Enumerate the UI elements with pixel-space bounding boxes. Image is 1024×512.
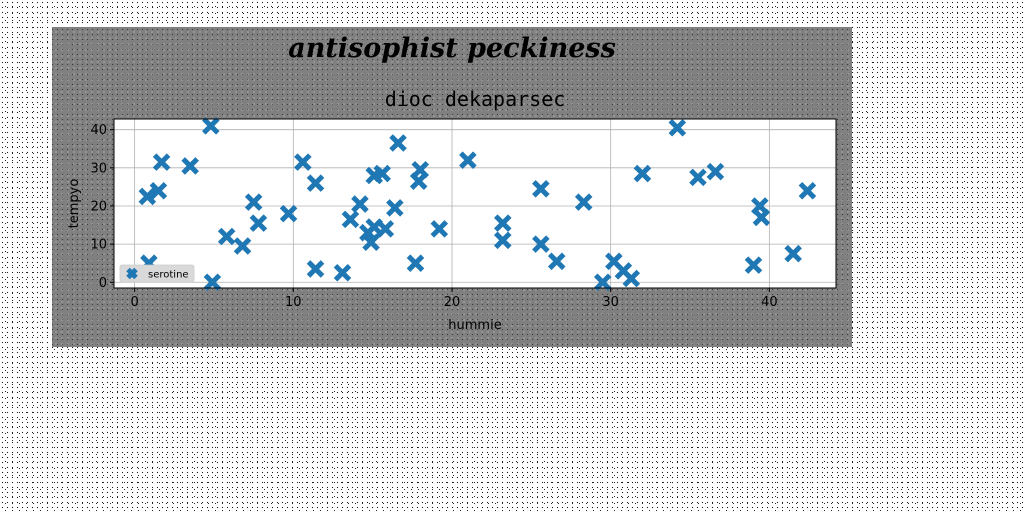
y-tick-label: 20 [90,199,107,214]
data-point [341,210,360,229]
data-point [784,244,802,263]
data-point [406,254,425,272]
data-point [633,164,652,183]
data-point [706,162,725,181]
x-tick-label: 40 [761,295,778,310]
data-point [574,193,593,211]
data-point [798,181,817,200]
y-tick-label: 0 [99,276,107,291]
data-point [202,117,220,135]
data-point [233,237,252,255]
axes-frame [113,118,837,289]
data-point [333,263,352,282]
data-point [547,252,566,271]
x-tick-label: 10 [285,295,302,310]
data-point [249,214,268,232]
x-axis-label: hummie [448,318,501,333]
x-tick-label: 20 [444,295,461,310]
data-point [138,187,157,206]
data-point [351,195,369,213]
figure-panel: antisophist peckiness dioc dekaparsec 0 1… [52,27,852,347]
data-point [152,153,171,171]
legend-label: serotine [148,270,189,281]
y-tick-label: 40 [90,123,107,138]
data-point [244,193,263,211]
data-point [668,119,687,137]
data-point [532,235,550,253]
data-point [181,157,199,175]
data-point [294,153,312,171]
data-point [593,273,612,292]
data-point [362,233,380,251]
data-point [217,227,236,246]
data-point [389,134,407,152]
data-point [386,199,404,217]
x-tick-label: 30 [602,295,619,310]
data-point [752,208,771,227]
data-point [430,220,449,238]
scatter-plot: 0 10 20 30 40 0 10 20 30 40 hummie tempyo serotine [67,117,837,333]
data-point [744,256,763,274]
data-point [373,164,391,183]
data-point [689,168,707,187]
data-point [411,160,430,179]
data-point [494,214,512,232]
data-point [532,180,550,198]
data-point [622,269,641,288]
chart-title: dioc dekaparsec [384,87,566,111]
data-point [306,174,325,192]
legend-marker [126,267,138,280]
data-point [203,273,222,292]
y-tick-label: 30 [90,161,107,176]
legend-box [119,264,195,283]
y-tick-label: 10 [90,238,107,253]
data-point [459,151,477,169]
data-point [279,204,298,223]
data-point [149,181,168,200]
y-axis-label: tempyo [67,179,82,229]
legend: serotine [119,264,195,283]
data-point [494,231,512,250]
data-point [306,260,325,278]
x-tick-label: 0 [130,295,138,310]
plot-area [114,119,836,288]
figure-title: antisophist peckiness [288,33,616,64]
data-point [376,220,395,238]
